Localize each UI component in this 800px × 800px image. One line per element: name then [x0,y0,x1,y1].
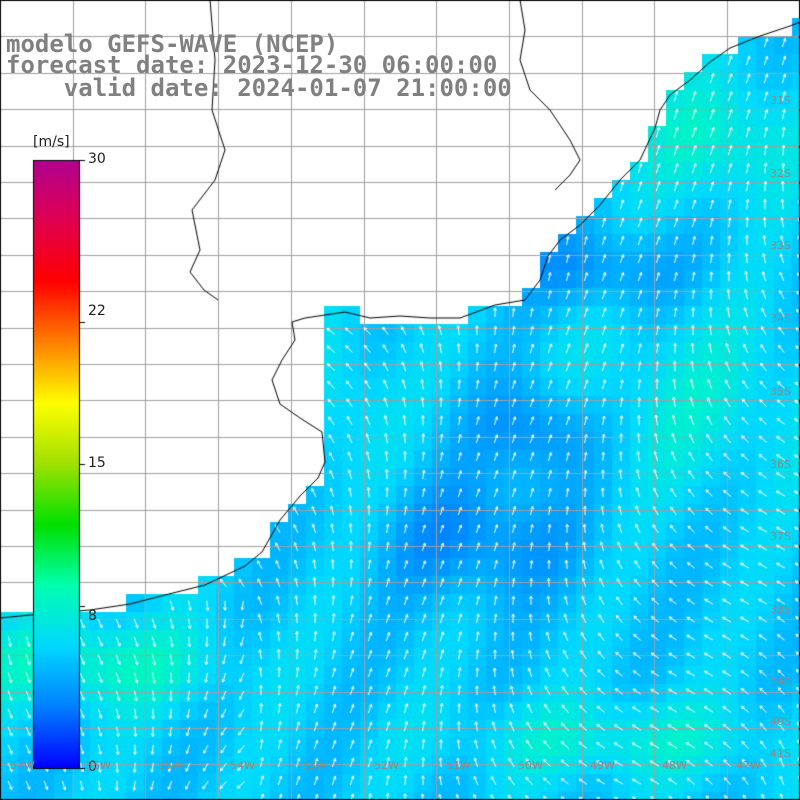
lat-label: 36S [770,458,791,471]
lon-label: 50W [518,759,543,772]
colorbar-tick-22: 22 [88,303,106,319]
lat-label: 40S [770,715,791,728]
lon-label: 57W [10,759,35,772]
lon-label: 49W [590,759,615,772]
valid-date: valid date: 2024-01-07 21:00:00 [6,74,512,102]
lon-label: 47W [736,759,761,772]
lat-label: 32S [770,167,791,180]
lon-label: 48W [662,759,687,772]
colorbar-tick-0: 0 [88,759,97,775]
forecast-date: forecast date: 2023-12-30 06:00:00 [6,51,498,79]
lon-label: 56W [86,759,111,772]
lat-label: 31S [770,94,791,107]
lat-label: 35S [770,385,791,398]
model-title: modelo GEFS-WAVE (NCEP) [6,30,339,58]
lon-label: 52W [374,759,399,772]
lon-label: 55W [158,759,183,772]
lat-label: 37S [770,530,791,543]
lat-label: 34S [770,312,791,325]
colorbar-tick-30: 30 [88,151,106,167]
lat-label: 33S [770,239,791,252]
lat-label: 41S [770,747,791,760]
colorbar-unit: [m/s] [33,134,70,150]
lat-label: 39S [770,676,791,689]
lon-label: 53W [302,759,327,772]
lat-label: 38S [770,603,791,616]
colorbar-tick-8: 8 [88,608,97,624]
colorbar-tick-15: 15 [88,455,106,471]
lon-label: 51W [446,759,471,772]
lon-label: 54W [230,759,255,772]
